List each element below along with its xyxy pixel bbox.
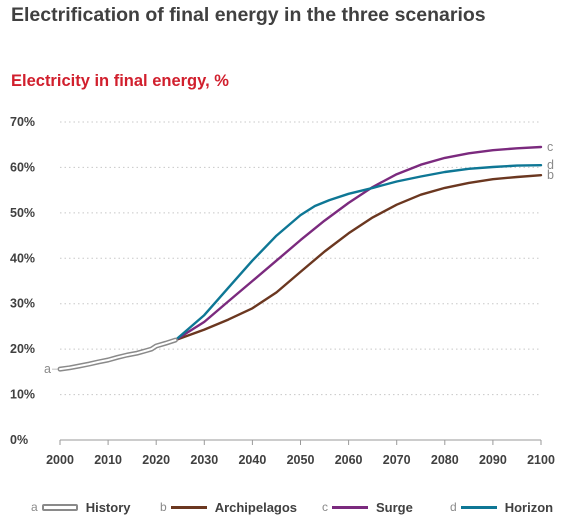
x-tick-label: 2060 xyxy=(335,453,363,467)
y-tick-label: 60% xyxy=(10,160,35,174)
y-tick-label: 30% xyxy=(10,297,35,311)
legend-label-surge: Surge xyxy=(376,499,413,515)
legend-swatch-archipelagos xyxy=(170,505,207,509)
series-line-archipelagos xyxy=(174,173,543,342)
legend-swatch-surge xyxy=(332,505,368,509)
line-chart: 0% 10% 20% 30% 40% 50% 60% 70% 2000 2010 2020 2030… xyxy=(10,115,555,467)
series-line-horizon xyxy=(174,163,543,342)
start-label-a: a xyxy=(44,362,51,376)
legend-label-history: History xyxy=(85,499,131,515)
y-tick-label: 40% xyxy=(10,251,35,265)
chart-subtitle: Electricity in final energy, % xyxy=(11,72,229,90)
x-tick-label: 2080 xyxy=(431,453,459,467)
y-tick-label: 20% xyxy=(10,342,35,356)
y-tick-label: 0% xyxy=(10,433,28,447)
legend: a History b Archipelagos c Surge d Horiz… xyxy=(0,496,573,518)
y-tick-label: 50% xyxy=(10,206,35,220)
x-tick-label: 2050 xyxy=(287,453,315,467)
end-label-b: b xyxy=(547,168,554,182)
x-tick-label: 2100 xyxy=(527,453,555,467)
legend-item-history: a History xyxy=(31,496,130,518)
series-line-history xyxy=(59,339,177,371)
x-tick-label: 2000 xyxy=(46,453,74,467)
legend-letter-d: d xyxy=(450,500,457,514)
legend-item-horizon: d Horizon xyxy=(450,496,553,518)
end-label-d: d xyxy=(547,158,554,172)
legend-swatch-horizon xyxy=(460,505,497,509)
x-tick-label: 2040 xyxy=(238,453,266,467)
chart-title: Electrification of final energy in the t… xyxy=(11,4,486,26)
x-tick-label: 2020 xyxy=(142,453,170,467)
x-tick-label: 2010 xyxy=(94,453,122,467)
legend-letter-c: c xyxy=(322,500,328,514)
legend-label-horizon: Horizon xyxy=(504,499,554,515)
legend-item-archipelagos: b Archipelagos xyxy=(160,496,297,518)
x-tick-label: 2030 xyxy=(190,453,218,467)
y-tick-label: 10% xyxy=(10,388,35,402)
legend-letter-b: b xyxy=(160,500,167,514)
end-label-c: c xyxy=(547,140,553,154)
x-tick-label: 2090 xyxy=(479,453,507,467)
legend-label-archipelagos: Archipelagos xyxy=(214,499,298,515)
x-tick-label: 2070 xyxy=(383,453,411,467)
legend-letter-a: a xyxy=(31,500,38,514)
y-tick-label: 70% xyxy=(10,115,35,129)
legend-swatch-history xyxy=(41,503,78,511)
series-line-surge xyxy=(174,145,543,342)
legend-item-surge: c Surge xyxy=(322,496,413,518)
